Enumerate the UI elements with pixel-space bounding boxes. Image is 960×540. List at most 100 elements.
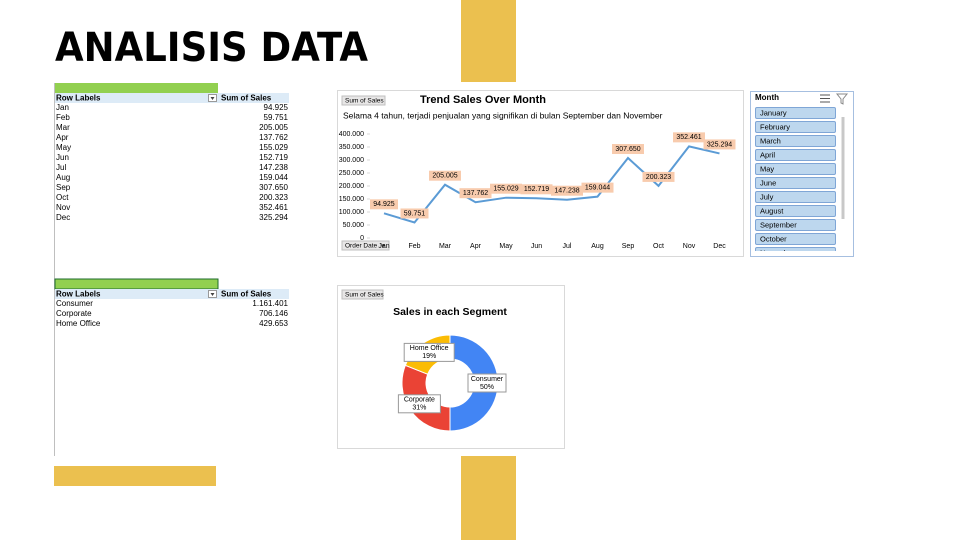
data-label: 159.044 — [585, 184, 610, 191]
pivot-cell: 137.762 — [259, 133, 288, 142]
pivot-cell: 1.161.401 — [252, 299, 288, 308]
chart-title: Trend Sales Over Month — [420, 94, 546, 106]
line-chart-frame — [337, 90, 744, 257]
slicer-item[interactable] — [755, 177, 836, 189]
data-label: 147.238 — [554, 188, 579, 195]
x-tick-label: Nov — [683, 243, 696, 250]
slice-label: Home Office — [410, 345, 449, 352]
slicer-item[interactable] — [755, 219, 836, 231]
pivot-row-label: Aug — [56, 173, 70, 182]
slice-label: Consumer — [471, 376, 504, 383]
pivot-cell: 200.323 — [259, 193, 288, 202]
pivot-cell: 152.719 — [259, 153, 288, 162]
pivot-cell: 59.751 — [264, 113, 289, 122]
clear-filter-icon[interactable] — [835, 93, 849, 105]
slicer-item[interactable] — [755, 107, 836, 119]
slicer-list: January February March April May June July Augu… — [755, 107, 836, 259]
slicer-item-label: August — [760, 206, 784, 215]
decor-bar — [461, 0, 516, 82]
chart-subtitle: Selama 4 tahun, terjadi penjualan yang s… — [343, 110, 663, 120]
pivot-cell: 94.925 — [264, 103, 289, 112]
slicer-item-label: July — [760, 192, 774, 201]
slice-label-box — [397, 394, 441, 414]
field-button-label: Sum of Sales — [345, 292, 384, 299]
decor-bar — [461, 456, 516, 540]
pivot-row-label: Jan — [56, 103, 69, 112]
slicer-item[interactable] — [755, 205, 836, 217]
x-tick-label: Jun — [531, 243, 542, 250]
y-tick-label: 400.000 — [339, 131, 364, 138]
x-tick-label: Apr — [470, 243, 482, 250]
y-tick-label: 0 — [360, 235, 364, 242]
pivot-row-label: Dec — [56, 213, 70, 222]
x-tick-label: Dec — [713, 243, 726, 250]
field-button[interactable] — [341, 289, 384, 300]
y-tick-label: 350.000 — [339, 144, 364, 151]
x-tick-label: Feb — [408, 243, 420, 250]
y-tick-label: 250.000 — [339, 170, 364, 177]
slicer-item[interactable] — [755, 191, 836, 203]
field-button[interactable] — [341, 240, 390, 251]
slicer-item-label: March — [760, 136, 781, 145]
x-tick-label: Jan — [378, 243, 389, 250]
pivot-cell: 352.461 — [259, 203, 288, 212]
field-button[interactable] — [341, 95, 386, 106]
data-label: 155.029 — [493, 186, 518, 193]
data-label-box — [612, 144, 644, 155]
slicer-item[interactable] — [755, 247, 836, 259]
pivot-row-label: Consumer — [56, 299, 93, 308]
pivot-cell: 147.238 — [259, 163, 288, 172]
chart-title: Sales in each Segment — [393, 306, 507, 318]
y-tick-label: 100.000 — [339, 209, 364, 216]
pivot-cell: 325.294 — [259, 213, 288, 222]
pivot-header — [55, 93, 289, 103]
slicer-scrollbar — [841, 117, 845, 219]
slicer-item-label: May — [760, 164, 774, 173]
data-label-box — [429, 170, 461, 181]
data-label-box — [459, 188, 492, 199]
data-label: 137.762 — [463, 190, 488, 197]
data-label: 307.650 — [615, 146, 640, 153]
pivot-header — [55, 289, 289, 299]
pivot-row-label: Mar — [56, 123, 70, 132]
slicer-item[interactable] — [755, 135, 836, 147]
data-label-box — [642, 171, 675, 182]
slicer-item-label: June — [760, 178, 776, 187]
x-tick-label: Aug — [591, 243, 604, 250]
data-label-box — [703, 139, 736, 150]
data-label-box — [673, 132, 705, 143]
pivot-cell: 706.146 — [259, 309, 288, 318]
x-tick-label: Mar — [439, 243, 452, 250]
pivot-row-label: Corporate — [56, 309, 92, 318]
x-tick-label: Sep — [622, 243, 635, 250]
pivot-row-label: Oct — [56, 193, 69, 202]
pivot-cell: 155.029 — [259, 143, 288, 152]
slicer-item[interactable] — [755, 163, 836, 175]
slicer-item-label: September — [760, 220, 797, 229]
x-tick-label: May — [499, 243, 513, 250]
data-label-box — [490, 183, 522, 194]
pivot-cell: 205.005 — [259, 123, 288, 132]
slicer-item[interactable] — [755, 121, 836, 133]
data-label: 59.751 — [404, 210, 426, 217]
pivot-row-label: Home Office — [56, 319, 101, 328]
pivot-header-cell: Sum of Sales — [221, 290, 272, 299]
slicer-title: Month — [755, 93, 779, 102]
data-label-box — [370, 199, 398, 210]
slice-value: 19% — [422, 353, 436, 360]
pivot-field-bar — [55, 83, 218, 93]
slicer-item[interactable] — [755, 149, 836, 161]
slicer-item[interactable] — [755, 233, 836, 245]
data-label: 200.323 — [646, 174, 671, 181]
y-tick-label: 50.000 — [343, 222, 365, 229]
filter-arrow — [210, 97, 215, 100]
pivot-header-cell: Row Labels — [56, 94, 101, 103]
pivot-field-bar — [54, 278, 219, 290]
y-tick-label: 150.000 — [339, 196, 364, 203]
slice-label-box — [403, 342, 455, 362]
data-label-box — [581, 182, 614, 193]
multi-select-icon[interactable] — [820, 94, 830, 103]
pivot-row-label: Nov — [56, 203, 70, 212]
data-label: 205.005 — [432, 173, 457, 180]
